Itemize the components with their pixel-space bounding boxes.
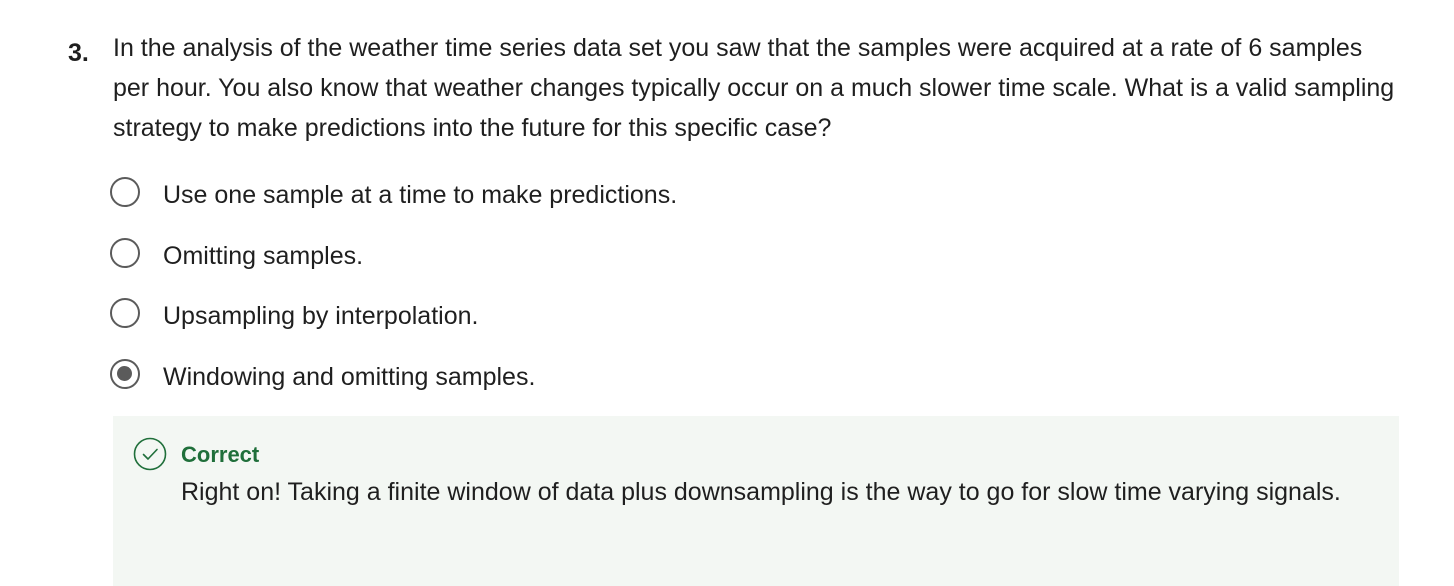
question-text: In the analysis of the weather time seri… — [113, 34, 1395, 142]
answer-option-3[interactable]: Upsampling by interpolation. — [110, 296, 1010, 336]
feedback-status: Correct — [181, 442, 260, 467]
radio-button-selected[interactable] — [110, 358, 140, 389]
answer-options: Use one sample at a time to make predict… — [110, 175, 1010, 417]
check-circle-icon — [133, 437, 167, 471]
answer-option-label: Windowing and omitting samples. — [163, 362, 536, 391]
radio-button[interactable] — [110, 237, 140, 268]
answer-option-2[interactable]: Omitting samples. — [110, 236, 1010, 276]
feedback-message: Right on! Taking a finite window of data… — [181, 478, 1341, 506]
answer-option-label: Use one sample at a time to make predict… — [163, 181, 678, 209]
answer-option-label: Upsampling by interpolation. — [163, 302, 479, 330]
feedback-panel: Correct Right on! Taking a finite window… — [113, 416, 1399, 586]
answer-option-4[interactable]: Windowing and omitting samples. — [110, 357, 1010, 397]
answer-option-label: Omitting samples. — [163, 241, 364, 270]
answer-option-1[interactable]: Use one sample at a time to make predict… — [110, 175, 1010, 215]
radio-button[interactable] — [110, 298, 140, 328]
question-number: 3. — [68, 39, 89, 67]
radio-button[interactable] — [110, 177, 140, 207]
